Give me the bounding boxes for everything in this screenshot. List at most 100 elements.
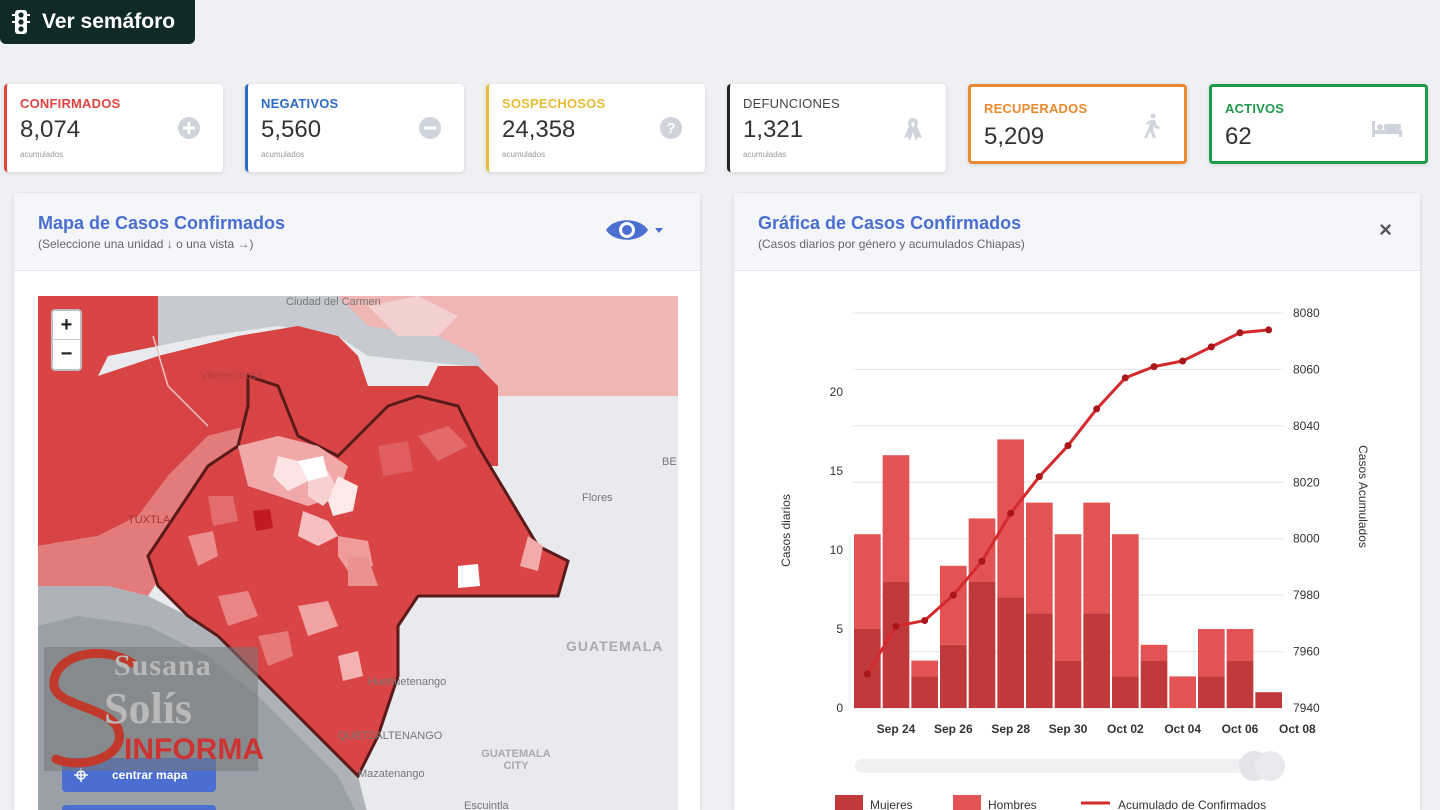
line-point (1093, 405, 1101, 413)
map-label: TUXTLA (128, 514, 171, 526)
x-tick-label: Oct 08 (1279, 722, 1316, 736)
watermark-swirl-icon (49, 648, 137, 768)
kpi-sub: acumulados (502, 150, 546, 159)
chart-panel-header: Gráfica de Casos Confirmados (Casos diar… (734, 193, 1420, 271)
line-point (1207, 343, 1215, 351)
ribbon-icon (904, 118, 922, 141)
y-tick-label: 0 (836, 701, 843, 715)
scrollbar-track[interactable] (855, 759, 1255, 773)
y-tick-label: 20 (830, 385, 844, 399)
bar-mujeres (968, 581, 996, 708)
question-circle-icon: ? (660, 117, 682, 139)
kpi-label: ACTIVOS (1225, 101, 1285, 116)
legend-label-hombres: Hombres (988, 798, 1037, 810)
y2-tick-label: 7980 (1293, 588, 1320, 602)
x-tick-label: Sep 24 (877, 722, 916, 736)
kpi-recuperados[interactable]: RECUPERADOS 5,209 (968, 84, 1187, 164)
kpi-value: 24,358 (502, 116, 576, 143)
y2-axis-title: Casos Acumulados (1356, 445, 1370, 548)
line-point (863, 670, 871, 678)
x-tick-label: Oct 04 (1164, 722, 1201, 736)
line-point (978, 557, 986, 565)
line-point (1064, 442, 1072, 450)
eye-icon (606, 220, 648, 240)
kpi-value: 62 (1225, 123, 1252, 150)
watermark-line3: INFORMA (124, 733, 264, 766)
legend-label-acumulado: Acumulado de Confirmados (1118, 798, 1266, 810)
bar-mujeres (1026, 613, 1053, 708)
map-panel-title: Mapa de Casos Confirmados (38, 213, 286, 233)
kpi-sospechosos[interactable]: SOSPECHOSOS 24,358 acumulados ? (486, 84, 705, 172)
kpi-value: 1,321 (743, 116, 804, 143)
map-label: BE (662, 456, 677, 468)
bar-mujeres (854, 629, 881, 708)
map-label: GUATEMALA CITY (481, 748, 551, 772)
kpi-label: NEGATIVOS (261, 96, 339, 111)
bar-hombres (997, 439, 1024, 598)
bar-mujeres (1083, 613, 1110, 708)
line-point (1007, 509, 1015, 517)
zoom-out-button[interactable]: − (60, 343, 73, 365)
y2-tick-label: 8000 (1293, 532, 1320, 546)
line-point (1035, 473, 1043, 481)
close-button[interactable]: × (1379, 217, 1392, 242)
kpi-label: RECUPERADOS (984, 101, 1088, 116)
ver-semaforo-button[interactable]: Ver semáforo (0, 0, 195, 44)
x-tick-label: Oct 02 (1107, 722, 1144, 736)
line-point (1150, 363, 1158, 371)
kpi-value: 5,209 (984, 123, 1045, 150)
scroll-handle-right[interactable] (1255, 751, 1285, 781)
y-tick-label: 15 (830, 464, 844, 478)
map-label: QUETZALTENANGO (338, 730, 443, 742)
y-tick-label: 10 (830, 543, 844, 557)
x-tick-label: Oct 06 (1222, 722, 1259, 736)
kpi-activos[interactable]: ACTIVOS 62 (1209, 84, 1428, 164)
plus-circle-icon (178, 117, 200, 139)
line-point (892, 622, 900, 630)
view-selector[interactable] (604, 215, 664, 245)
x-tick-label: Sep 28 (991, 722, 1030, 736)
kpi-label: DEFUNCIONES (743, 96, 840, 111)
line-point (921, 617, 929, 625)
bar-hombres (1198, 629, 1225, 677)
map-label: Flores (582, 492, 613, 504)
kpi-value: 8,074 (20, 116, 81, 143)
y2-tick-label: 7940 (1293, 701, 1320, 715)
bar-hombres (1112, 534, 1139, 677)
line-point (1236, 329, 1244, 337)
y-axis-title: Casos diarios (779, 494, 793, 567)
map-label: Ciudad del Carmen (286, 296, 381, 308)
kpi-confirmados[interactable]: CONFIRMADOS 8,074 acumulados (4, 84, 223, 172)
chart-panel: Gráfica de Casos Confirmados (Casos diar… (734, 193, 1420, 810)
bar-mujeres (1226, 660, 1254, 708)
minus-circle-icon (419, 117, 441, 139)
map-label: Escuintla (464, 800, 509, 810)
bar-hombres (882, 455, 910, 582)
kpi-sub: acumulados (20, 150, 64, 159)
bar-hombres (1226, 629, 1254, 661)
traffic-light-icon (12, 10, 30, 34)
zoom-control: + − (51, 309, 82, 371)
map-label: GUATEMALA (566, 638, 664, 654)
bar-mujeres (1198, 676, 1225, 708)
secondary-map-button[interactable] (62, 805, 216, 810)
bar-hombres (1083, 502, 1110, 614)
y2-tick-label: 8040 (1293, 419, 1320, 433)
bar-mujeres (940, 644, 967, 708)
crosshair-icon (74, 768, 88, 782)
kpi-sub: acumulados (261, 150, 305, 159)
x-tick-label: Sep 26 (934, 722, 973, 736)
zoom-in-button[interactable]: + (53, 311, 80, 340)
watermark-line1: Susana (114, 649, 212, 682)
kpi-negativos[interactable]: NEGATIVOS 5,560 acumulados (245, 84, 464, 172)
kpi-sub: acumuladas (743, 150, 787, 159)
bar-hombres (1054, 534, 1082, 661)
bar-hombres (854, 534, 881, 629)
kpi-value: 5,560 (261, 116, 322, 143)
bed-icon (1372, 121, 1402, 137)
bar-hombres (1026, 502, 1053, 614)
bar-mujeres (1054, 660, 1082, 708)
map-label: Huehuetenango (368, 676, 447, 688)
cases-chart: 7940 7960 7980 8000 8020 8040 8060 8080 0 5 10 15 20… (779, 306, 1370, 810)
kpi-defunciones[interactable]: DEFUNCIONES 1,321 acumuladas (727, 84, 946, 172)
